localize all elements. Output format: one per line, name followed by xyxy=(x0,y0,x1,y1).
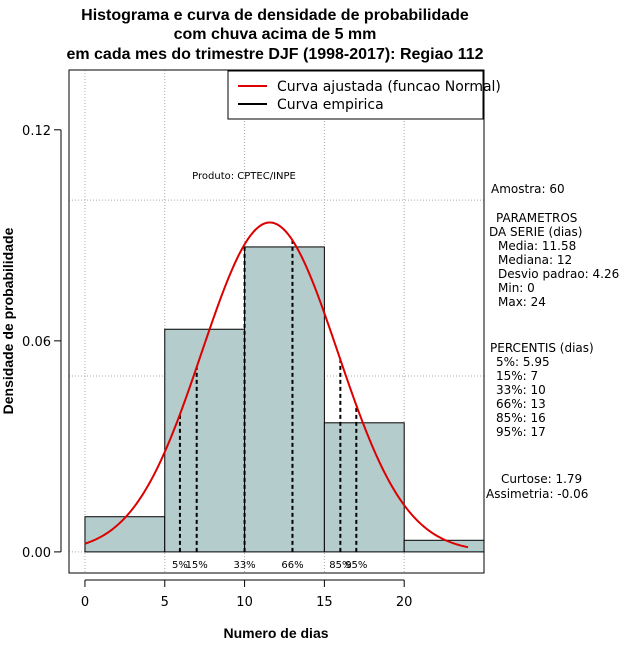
percentis-heading: PERCENTIS (dias) xyxy=(490,341,594,355)
percentil-66: 66%: 13 xyxy=(496,397,546,411)
histogram-bar xyxy=(323,422,405,553)
histogram-bars xyxy=(84,246,485,553)
y-tick-label: 0.00 xyxy=(22,546,51,561)
percentile-label: 85% xyxy=(329,560,351,571)
percentile-label: 66% xyxy=(281,560,303,571)
percentile-label: 15% xyxy=(186,560,208,571)
percentil-85: 85%: 16 xyxy=(496,411,546,425)
watermark-text: Produto: CPTEC/INPE xyxy=(192,171,296,182)
axes: 0 5 10 15 20 0.00 0.06 0.12 xyxy=(22,124,412,610)
sample-size: Amostra: 60 xyxy=(491,182,565,196)
percentile-label: 5% xyxy=(172,560,188,571)
legend: Curva ajustada (funcao Normal) Curva emp… xyxy=(227,70,501,120)
histogram-bar xyxy=(244,246,325,553)
histogram-bar xyxy=(84,516,166,553)
legend-box xyxy=(227,70,484,120)
x-tick-label: 20 xyxy=(396,595,413,610)
param-min: Min: 0 xyxy=(498,281,535,295)
histogram-bar xyxy=(403,539,485,553)
x-tick-label: 5 xyxy=(161,595,169,610)
percentil-5: 5%: 5.95 xyxy=(496,355,550,369)
side-panel: Amostra: 60 PARAMETROS DA SERIE (dias) M… xyxy=(486,182,619,501)
chart-title-line-1: Histograma e curva de densidade de proba… xyxy=(81,7,469,24)
curtose: Curtose: 1.79 xyxy=(501,472,582,486)
params-heading-1: PARAMETROS xyxy=(496,211,577,225)
x-tick-label: 10 xyxy=(236,595,253,610)
normal-curve xyxy=(84,221,469,549)
x-axis-title: Numero de dias xyxy=(223,625,328,641)
y-axis-title: Densidade de probabilidade xyxy=(0,227,16,414)
x-tick-label: 0 xyxy=(81,595,89,610)
param-desvio: Desvio padrao: 4.26 xyxy=(498,267,619,281)
chart-title-line-3: em cada mes do trimestre DJF (1998-2017)… xyxy=(66,46,483,63)
histogram-bar xyxy=(164,328,246,553)
percentile-labels: 5%15% 33% 66% 85%95% xyxy=(172,560,367,571)
normal-curve-path xyxy=(84,221,469,549)
percentil-95: 95%: 17 xyxy=(496,425,546,439)
y-tick-label: 0.06 xyxy=(22,335,51,350)
param-max: Max: 24 xyxy=(498,295,546,309)
assimetria: Assimetria: -0.06 xyxy=(486,487,588,501)
percentil-15: 15%: 7 xyxy=(496,369,538,383)
percentile-label: 33% xyxy=(233,560,255,571)
legend-label-empirical: Curva empirica xyxy=(277,97,384,113)
x-tick-label: 15 xyxy=(316,595,333,610)
percentile-lines xyxy=(178,240,358,552)
percentil-33: 33%: 10 xyxy=(496,383,546,397)
y-tick-label: 0.12 xyxy=(22,124,51,139)
legend-label-normal: Curva ajustada (funcao Normal) xyxy=(277,79,501,95)
param-media: Media: 11.58 xyxy=(498,239,576,253)
params-heading-2: DA SERIE (dias) xyxy=(489,225,582,239)
percentile-label: 95% xyxy=(345,560,367,571)
chart-title-line-2: com chuva acima de 5 mm xyxy=(174,26,377,43)
plot-frame xyxy=(68,69,485,574)
param-mediana: Mediana: 12 xyxy=(498,253,572,267)
